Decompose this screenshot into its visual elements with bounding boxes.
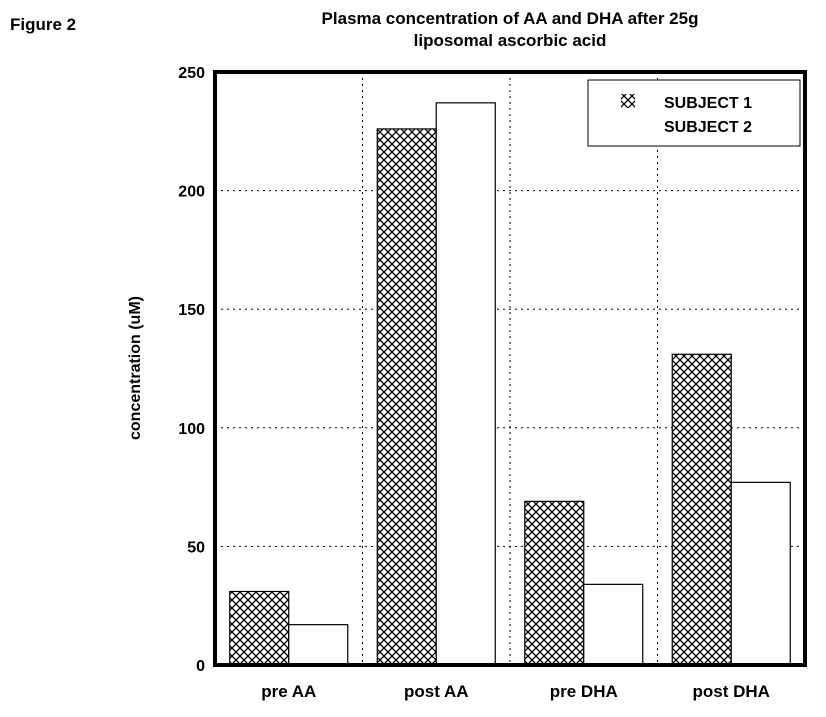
- bar-subject-2: [583, 583, 644, 666]
- bar-subject-2: [435, 102, 496, 666]
- y-tick-label: 200: [178, 184, 205, 201]
- bar-subject-2: [288, 624, 349, 666]
- legend-label-subject-1: SUBJECT 1: [664, 95, 752, 112]
- chart-title-line2: liposomal ascorbic acid: [414, 31, 607, 50]
- y-tick-label: 250: [178, 65, 205, 82]
- y-tick-label: 150: [178, 302, 205, 319]
- bar-subject-1: [671, 353, 732, 666]
- bar-subject-1: [524, 500, 585, 666]
- x-tick-label: post DHA: [693, 682, 770, 701]
- y-tick-label: 100: [178, 421, 205, 438]
- y-tick-label: 50: [187, 539, 205, 556]
- y-axis-label: concentration (uM): [127, 296, 144, 440]
- bar-subject-1: [376, 128, 437, 666]
- bar-subject-1: [229, 590, 290, 666]
- legend-swatch-subject-1: [621, 94, 635, 108]
- legend: SUBJECT 1 SUBJECT 2: [587, 79, 801, 147]
- x-tick-label: pre DHA: [550, 682, 618, 701]
- legend-box: [587, 79, 801, 147]
- chart-title: Plasma concentration of AA and DHA after…: [322, 9, 699, 28]
- y-tick-label: 0: [196, 658, 205, 675]
- legend-label-subject-2: SUBJECT 2: [664, 119, 752, 136]
- x-tick-label: post AA: [404, 682, 469, 701]
- figure-label: Figure 2: [10, 15, 76, 34]
- x-tick-label: pre AA: [261, 682, 316, 701]
- bar-subject-2: [730, 481, 791, 666]
- plot-frame: [213, 70, 807, 667]
